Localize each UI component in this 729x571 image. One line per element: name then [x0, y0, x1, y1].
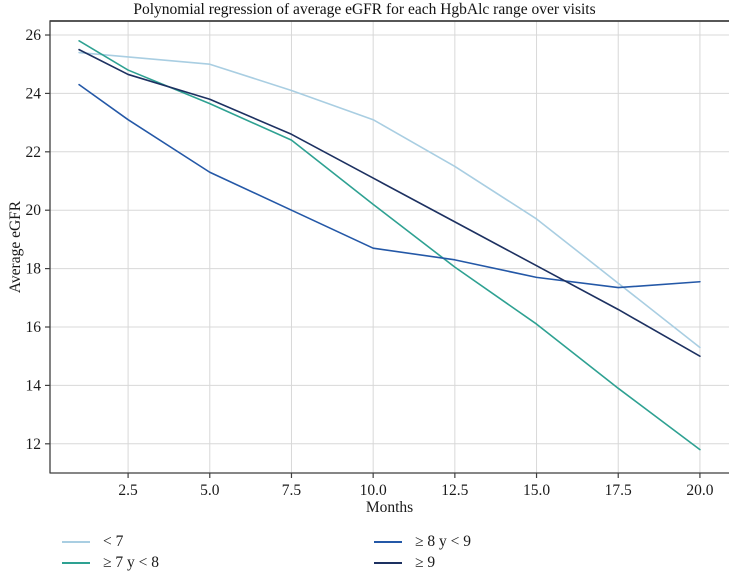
- x-tick-label: 17.5: [605, 482, 632, 499]
- x-tick-label: 5.0: [200, 482, 220, 499]
- legend-label-gte9: ≥ 9: [415, 554, 436, 571]
- x-tick-label: 10.0: [360, 482, 387, 499]
- y-axis-label: Average eGFR: [7, 200, 24, 294]
- series-line-lt7: [78, 51, 701, 349]
- legend-item-gte9: ≥ 9: [374, 554, 435, 571]
- y-tick-label: 16: [26, 319, 42, 336]
- legend-label-gte7-lt8: ≥ 7 y < 8: [103, 554, 159, 571]
- x-tick-label: 7.5: [282, 482, 302, 499]
- series-line-gte8-lt9: [78, 83, 701, 289]
- x-tick-label: 15.0: [523, 482, 550, 499]
- legend-swatch-lt7: [62, 541, 90, 543]
- legend-item-gte8-lt9: ≥ 8 y < 9: [374, 533, 471, 551]
- legend-label-gte8-lt9: ≥ 8 y < 9: [415, 533, 471, 550]
- legend-item-lt7: < 7: [62, 533, 123, 551]
- series-line-gte7-lt8: [78, 40, 701, 451]
- x-axis-label: Months: [365, 499, 414, 516]
- chart-title: Polynomial regression of average eGFR fo…: [133, 1, 596, 18]
- x-tick-label: 12.5: [441, 482, 468, 499]
- legend-swatch-gte8-lt9: [374, 541, 402, 543]
- y-tick-label: 26: [26, 27, 42, 44]
- y-tick-label: 20: [26, 202, 42, 219]
- y-tick-label: 18: [26, 261, 42, 278]
- y-tick-label: 12: [26, 436, 42, 453]
- legend-label-lt7: < 7: [103, 533, 124, 550]
- y-tick-label: 22: [26, 144, 42, 161]
- legend-swatch-gte7-lt8: [62, 562, 90, 564]
- legend-item-gte7-lt8: ≥ 7 y < 8: [62, 554, 159, 571]
- y-tick-label: 14: [26, 377, 42, 394]
- x-tick-label: 20.0: [686, 482, 713, 499]
- x-tick-label: 2.5: [118, 482, 138, 499]
- series-line-gte9: [78, 48, 701, 358]
- y-tick-label: 24: [26, 85, 42, 102]
- legend-swatch-gte9: [374, 562, 402, 564]
